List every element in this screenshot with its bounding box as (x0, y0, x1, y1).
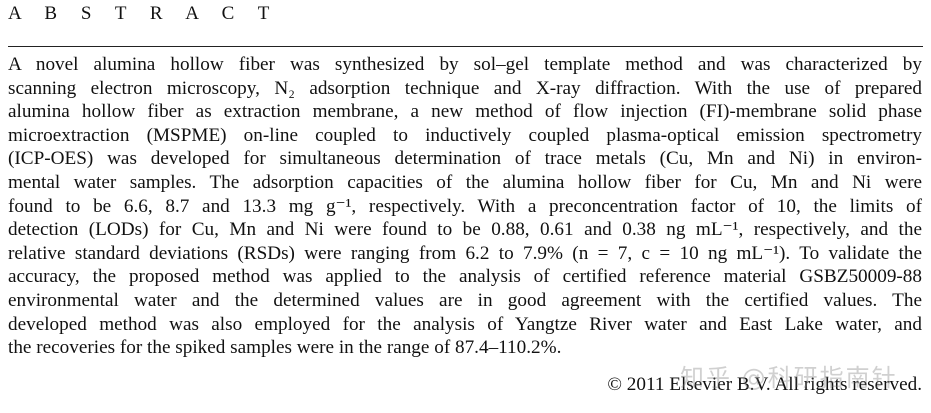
abstract-line: detection (LODs) for Cu, Mn and Ni were … (8, 219, 922, 241)
abstract-line: relative standard deviations (RSDs) were… (8, 242, 922, 264)
abstract-line: mental water samples. The adsorption cap… (8, 171, 922, 193)
abstract-text: A novel alumina hollow fiber was synthes… (8, 53, 922, 360)
watermark: 知乎 @科研指南针 (680, 364, 898, 392)
abstract-line: environmental water and the determined v… (8, 289, 922, 311)
abstract-line: developed method was also employed for t… (8, 313, 922, 335)
abstract-line: scanning electron microscopy, N₂ adsorpt… (8, 77, 922, 99)
abstract-line: accuracy, the proposed method was applie… (8, 266, 922, 288)
section-heading: A B S T R A C T (8, 3, 279, 24)
abstract-line: A novel alumina hollow fiber was synthes… (8, 54, 922, 75)
copyright-notice: © 2011 Elsevier B.V. All rights reserved… (607, 374, 922, 395)
abstract-line: (ICP-OES) was developed for simultaneous… (8, 148, 922, 170)
abstract-line: the recoveries for the spiked samples we… (8, 337, 562, 359)
divider (8, 46, 923, 47)
abstract-line: alumina hollow fiber as extraction membr… (8, 101, 922, 123)
abstract-line: microextraction (MSPME) on-line coupled … (8, 124, 922, 146)
abstract-line: found to be 6.6, 8.7 and 13.3 mg g⁻¹, re… (8, 195, 922, 217)
